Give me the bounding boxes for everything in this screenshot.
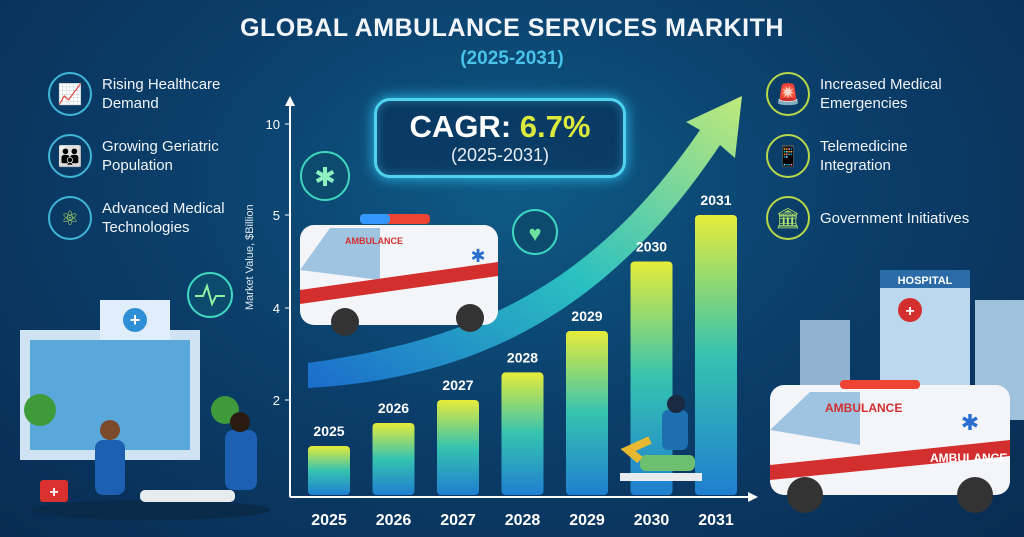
bar-data-label: 2026: [378, 400, 409, 416]
x-tick-label: 2025: [311, 512, 347, 529]
feature-item: 📱 Telemedicine Integration: [766, 134, 970, 178]
bar-2031: [695, 215, 737, 495]
elderly-people-icon: 👪: [48, 134, 92, 178]
phone-doctor-icon: 📱: [766, 134, 810, 178]
feature-item: 📈 Rising Healthcare Demand: [48, 72, 252, 116]
bar-2029: [566, 331, 608, 495]
chart-growth-icon: 📈: [48, 72, 92, 116]
feature-label: Rising Healthcare Demand: [102, 76, 221, 112]
cagr-period: (2025-2031): [450, 145, 550, 165]
y-tick-label: 10: [266, 117, 280, 132]
svg-text:+: +: [49, 484, 58, 501]
ambulance-side-label: AMBULANCE: [930, 451, 1007, 465]
heart-icon: ♥: [512, 209, 558, 255]
x-tick-label: 2031: [698, 512, 734, 529]
cagr-label: CAGR:: [409, 109, 520, 144]
svg-text:✱: ✱: [314, 162, 336, 192]
trend-arrow: [308, 96, 742, 388]
bar-data-label: 2027: [442, 377, 473, 393]
svg-text:✱: ✱: [961, 410, 979, 435]
y-axis-label: Market Value, $Billion: [244, 204, 256, 310]
ambulance-label: AMBULANCE: [825, 401, 902, 415]
feature-item: 👪 Growing Geriatric Population: [48, 134, 252, 178]
bar-2027: [437, 400, 479, 495]
feature-item: 🏛 Government Initiatives: [766, 196, 970, 240]
feature-label: Government Initiatives: [820, 209, 970, 227]
capitol-building-icon: 🏛: [766, 196, 810, 240]
bar-2025: [308, 446, 350, 495]
atom-icon: ⚛: [48, 196, 92, 240]
star-of-life-icon: ✱: [300, 151, 350, 201]
bar-2026: [372, 423, 415, 495]
svg-text:✱: ✱: [470, 246, 485, 266]
bar-data-label: 2030: [636, 239, 667, 255]
y-tick-label: 2: [273, 393, 280, 408]
x-tick-label: 2026: [376, 512, 412, 529]
bar-2028: [501, 372, 544, 495]
feature-label: Telemedicine Integration: [820, 138, 908, 174]
feature-label: Advanced Medical Technologies: [102, 200, 225, 236]
paramedics-illustration-left: +: [30, 412, 270, 520]
hospital-illustration-left: +: [20, 300, 239, 460]
cagr-badge: CAGR: 6.7% (2025-2031): [374, 98, 626, 178]
ambulance-illustration-center: AMBULANCE ✱: [300, 214, 498, 336]
x-tick-label: 2028: [505, 512, 541, 529]
bar-data-label: 2029: [571, 308, 602, 324]
y-tick-label: 5: [273, 208, 280, 223]
siren-icon: 🚨: [766, 72, 810, 116]
bar-data-label: 2031: [700, 192, 731, 208]
svg-text:+: +: [905, 303, 914, 320]
page-title: GLOBAL AMBULANCE SERVICES MARKITH: [240, 14, 784, 42]
heartbeat-icon: [187, 272, 233, 318]
feature-label: Increased Medical Emergencies: [820, 76, 942, 112]
x-tick-label: 2027: [440, 512, 476, 529]
bar-data-label: 2028: [507, 349, 538, 365]
ambulance-label: AMBULANCE: [345, 236, 403, 246]
hospital-label: HOSPITAL: [898, 275, 953, 287]
y-tick-label: 4: [273, 301, 280, 316]
feature-label: Growing Geriatric Population: [102, 138, 219, 174]
feature-item: 🚨 Increased Medical Emergencies: [766, 72, 970, 116]
feature-item: ⚛ Advanced Medical Technologies: [48, 196, 252, 240]
paramedic-patient-illustration: [620, 395, 702, 481]
x-tick-label: 2030: [634, 512, 670, 529]
x-tick-label: 2029: [569, 512, 605, 529]
svg-text:+: +: [130, 310, 141, 330]
page-subtitle: (2025-2031): [460, 48, 564, 69]
bar-data-label: 2025: [313, 423, 344, 439]
ambulance-illustration-right: AMBULANCE AMBULANCE ✱: [770, 380, 1010, 513]
cagr-value: 6.7%: [519, 109, 591, 144]
svg-text:♥: ♥: [528, 221, 541, 246]
